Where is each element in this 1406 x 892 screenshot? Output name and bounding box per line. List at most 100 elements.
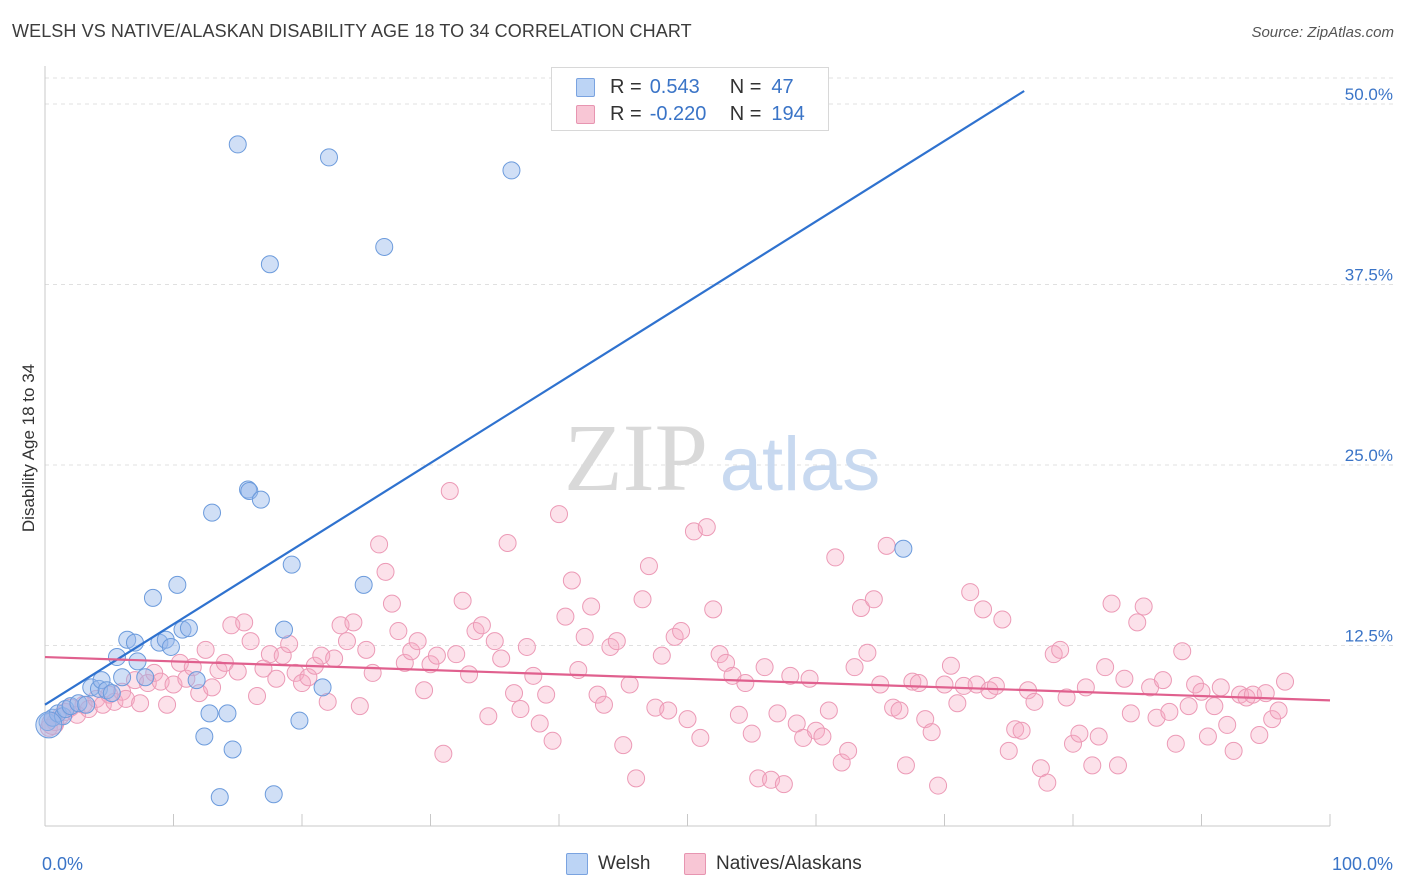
natives-point bbox=[1166, 734, 1185, 753]
natives-point bbox=[1224, 741, 1243, 760]
natives-point bbox=[505, 684, 524, 703]
natives-point bbox=[993, 610, 1012, 629]
natives-point bbox=[839, 741, 858, 760]
natives-point bbox=[1096, 658, 1115, 677]
natives-point bbox=[543, 731, 562, 750]
natives-point bbox=[196, 640, 215, 659]
natives-point bbox=[434, 744, 453, 763]
natives-point bbox=[1115, 669, 1134, 688]
legend-n-label: N = bbox=[729, 102, 762, 125]
natives-point bbox=[922, 723, 941, 742]
grid-lines bbox=[45, 77, 1393, 646]
natives-point bbox=[1128, 613, 1147, 632]
y-axis-label: Disability Age 18 to 34 bbox=[19, 364, 38, 532]
natives-point bbox=[768, 704, 787, 723]
natives-point bbox=[1083, 756, 1102, 775]
watermark-atlas: atlas bbox=[720, 422, 881, 507]
natives-point bbox=[704, 600, 723, 619]
welsh-point bbox=[179, 619, 198, 638]
natives-point bbox=[877, 536, 896, 555]
natives-point bbox=[819, 701, 838, 720]
natives-point bbox=[408, 632, 427, 651]
welsh-point bbox=[136, 668, 155, 687]
natives-point bbox=[370, 535, 389, 554]
natives-point bbox=[845, 658, 864, 677]
series-label-welsh: Welsh bbox=[598, 853, 651, 874]
natives-point bbox=[588, 685, 607, 704]
welsh-point bbox=[264, 785, 283, 804]
welsh-point bbox=[210, 788, 229, 807]
legend-row-natives: R = -0.220 N = 194 bbox=[576, 101, 805, 127]
natives-point bbox=[774, 775, 793, 794]
natives-point bbox=[1179, 697, 1198, 716]
natives-point bbox=[582, 597, 601, 616]
natives-point bbox=[537, 685, 556, 704]
natives-point bbox=[781, 666, 800, 685]
natives-trend-line bbox=[44, 655, 1331, 702]
natives-point bbox=[203, 678, 222, 697]
natives-point bbox=[652, 646, 671, 665]
chart-title: WELSH VS NATIVE/ALASKAN DISABILITY AGE 1… bbox=[12, 21, 692, 41]
natives-point bbox=[472, 616, 491, 635]
natives-point bbox=[736, 674, 755, 693]
series-legend-welsh: Welsh bbox=[566, 852, 650, 876]
natives-point bbox=[158, 695, 177, 714]
watermark-zip: ZIP bbox=[564, 404, 708, 511]
natives-point bbox=[350, 697, 369, 716]
welsh-point bbox=[69, 694, 88, 713]
series-swatch-natives bbox=[684, 853, 706, 875]
legend-n-value: 47 bbox=[771, 75, 794, 98]
natives-point bbox=[1102, 594, 1121, 613]
welsh-point bbox=[187, 671, 206, 690]
natives-point bbox=[299, 668, 318, 687]
welsh-points bbox=[35, 135, 913, 807]
welsh-point bbox=[53, 707, 72, 726]
natives-point bbox=[1038, 773, 1057, 792]
natives-point bbox=[485, 632, 504, 651]
natives-point bbox=[1012, 721, 1031, 740]
welsh-point bbox=[168, 575, 187, 594]
y-tick-label: 50.0% bbox=[1345, 85, 1393, 104]
welsh-point bbox=[260, 255, 279, 274]
welsh-point bbox=[290, 711, 309, 730]
natives-point bbox=[1070, 724, 1089, 743]
y-tick-label: 25.0% bbox=[1345, 446, 1393, 465]
welsh-point bbox=[313, 678, 332, 697]
welsh-point bbox=[375, 237, 394, 256]
natives-point bbox=[318, 692, 337, 711]
natives-point bbox=[800, 669, 819, 688]
natives-point bbox=[697, 518, 716, 537]
welsh-point bbox=[82, 678, 101, 697]
natives-point bbox=[389, 622, 408, 641]
legend-row-welsh: R = 0.543 N = 47 bbox=[576, 74, 794, 100]
natives-point bbox=[479, 707, 498, 726]
natives-point bbox=[832, 753, 851, 772]
natives-point bbox=[659, 701, 678, 720]
welsh-point bbox=[218, 704, 237, 723]
natives-point bbox=[909, 674, 928, 693]
natives-point bbox=[858, 643, 877, 662]
welsh-point bbox=[282, 555, 301, 574]
natives-point bbox=[376, 562, 395, 581]
watermark: ZIP atlas bbox=[564, 404, 880, 511]
natives-point bbox=[556, 607, 575, 626]
natives-point bbox=[440, 481, 459, 500]
natives-point bbox=[691, 728, 710, 747]
welsh-point bbox=[319, 148, 338, 167]
y-tick-label: 37.5% bbox=[1345, 265, 1393, 284]
natives-point bbox=[260, 645, 279, 664]
trend-lines bbox=[44, 90, 1331, 706]
legend-swatch-welsh bbox=[576, 77, 595, 97]
welsh-point bbox=[200, 704, 219, 723]
natives-point bbox=[633, 590, 652, 609]
natives-point bbox=[614, 736, 633, 755]
welsh-point bbox=[102, 684, 121, 703]
natives-point bbox=[627, 769, 646, 788]
welsh-point bbox=[143, 588, 162, 607]
natives-point bbox=[1186, 675, 1205, 694]
natives-point bbox=[1198, 727, 1217, 746]
natives-point bbox=[402, 642, 421, 661]
natives-point bbox=[749, 769, 768, 788]
natives-point bbox=[986, 676, 1005, 695]
legend-swatch-natives bbox=[576, 104, 595, 124]
